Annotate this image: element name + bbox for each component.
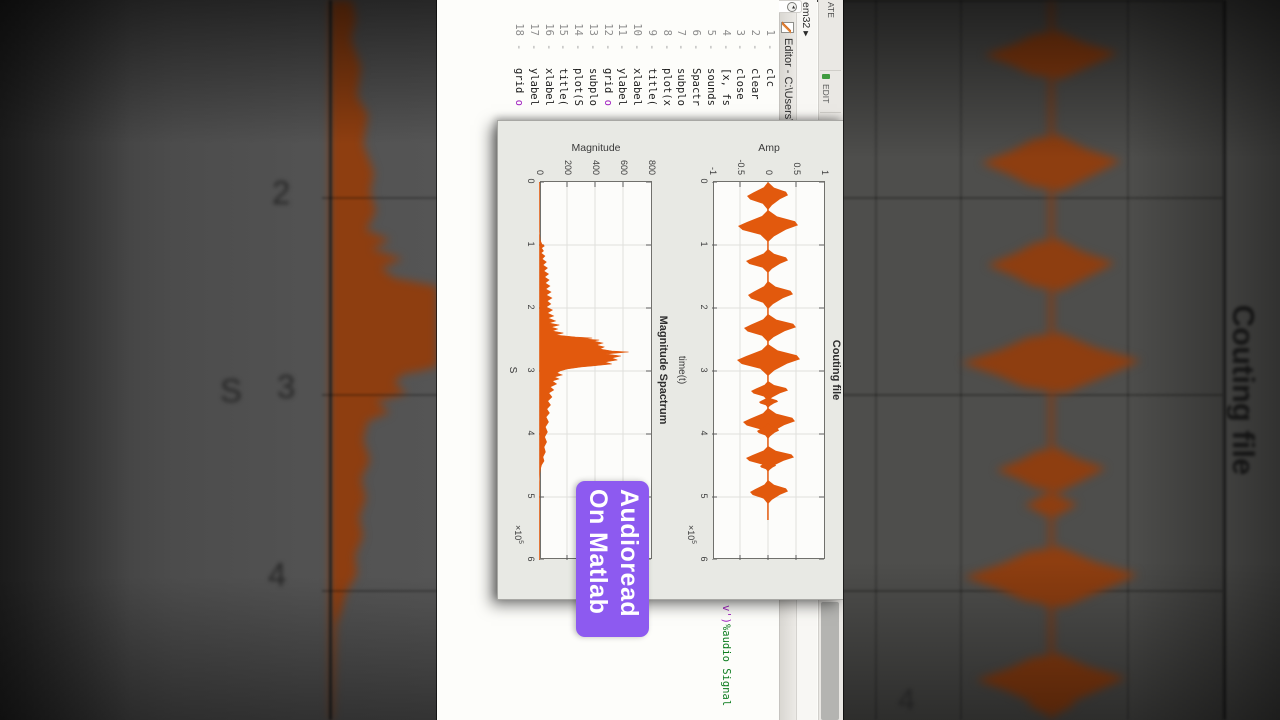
subplot2-title: Magnitude Spactrum [657, 315, 669, 425]
xtick-label: 2 [526, 304, 536, 310]
video-caption: Audioread On Matlab [576, 481, 649, 637]
subplot2-axes [539, 181, 652, 560]
ytick-label: 1 [820, 169, 830, 175]
video-column: ATE EDIT em32 ▸ Editor - C:\Users\ ◂ [437, 0, 843, 720]
run-icon[interactable] [822, 74, 830, 79]
spectrum-plot [539, 182, 651, 560]
xtick-label: 0 [526, 178, 536, 184]
background-tick-label: 4 [898, 682, 916, 717]
subplot1-xlabel: time(t) [676, 355, 687, 385]
ribbon-panel [821, 602, 839, 720]
background-plot-title: Couting file [1226, 304, 1261, 476]
background-right-panel: Couting file 4 [843, 0, 1280, 720]
ytick-label: 800 [647, 159, 657, 175]
ytick-label: 0.5 [792, 162, 802, 175]
xtick-label: 4 [526, 430, 536, 436]
waveform-plot [712, 182, 824, 560]
ytick-label: 400 [591, 159, 601, 175]
document-icon [781, 22, 794, 33]
background-tick-label: 4 [268, 556, 287, 593]
xtick-label: 6 [526, 556, 536, 562]
background-tick-label: 2 [272, 174, 291, 211]
editor-title: Editor - C:\Users\ [782, 38, 794, 123]
subplot1-axes [712, 181, 825, 560]
ytick-label: 200 [563, 159, 573, 175]
subplot1-title: Couting file [830, 339, 842, 401]
background-gridline [322, 590, 437, 592]
matlab-screen: ATE EDIT em32 ▸ Editor - C:\Users\ ◂ [437, 0, 843, 720]
xtick-label: 3 [699, 367, 709, 373]
ytick-label: 0 [764, 169, 774, 175]
toolbar-box: ◂ [776, 0, 802, 13]
xtick-label: 0 [699, 178, 709, 184]
nav-arrow-icon[interactable]: ◂ [787, 2, 797, 12]
subplot2-xlabel: S [507, 366, 518, 374]
ytick-label: -0.5 [736, 159, 746, 175]
ytick-label: 600 [619, 159, 629, 175]
ribbon-separator [820, 70, 841, 71]
xtick-label: 1 [526, 241, 536, 247]
background-axis-line [329, 0, 332, 720]
xtick-label: 1 [699, 241, 709, 247]
background-gridline [322, 394, 437, 396]
background-tick-label: S [220, 372, 243, 409]
subplot1-exponent: ×105 [686, 525, 697, 544]
xtick-label: 5 [699, 493, 709, 499]
xtick-label: 6 [699, 556, 709, 562]
background-spectrum-shape [330, 0, 437, 720]
background-waveform-shape [961, 0, 1141, 720]
background-gridline [322, 197, 437, 199]
xtick-label: 2 [699, 304, 709, 310]
ribbon-fragment: ATE [826, 2, 836, 18]
ribbon-separator [820, 112, 841, 113]
xtick-label: 5 [526, 493, 536, 499]
code-line-tail: v')%audio Signal [719, 605, 732, 707]
xtick-label: 4 [699, 430, 709, 436]
caption-line2: On Matlab [584, 489, 612, 615]
caption-line1: Audioread [615, 489, 643, 618]
xtick-label: 3 [526, 367, 536, 373]
ribbon-section-edit: EDIT [821, 84, 831, 104]
background-tick-label: 3 [277, 368, 296, 405]
